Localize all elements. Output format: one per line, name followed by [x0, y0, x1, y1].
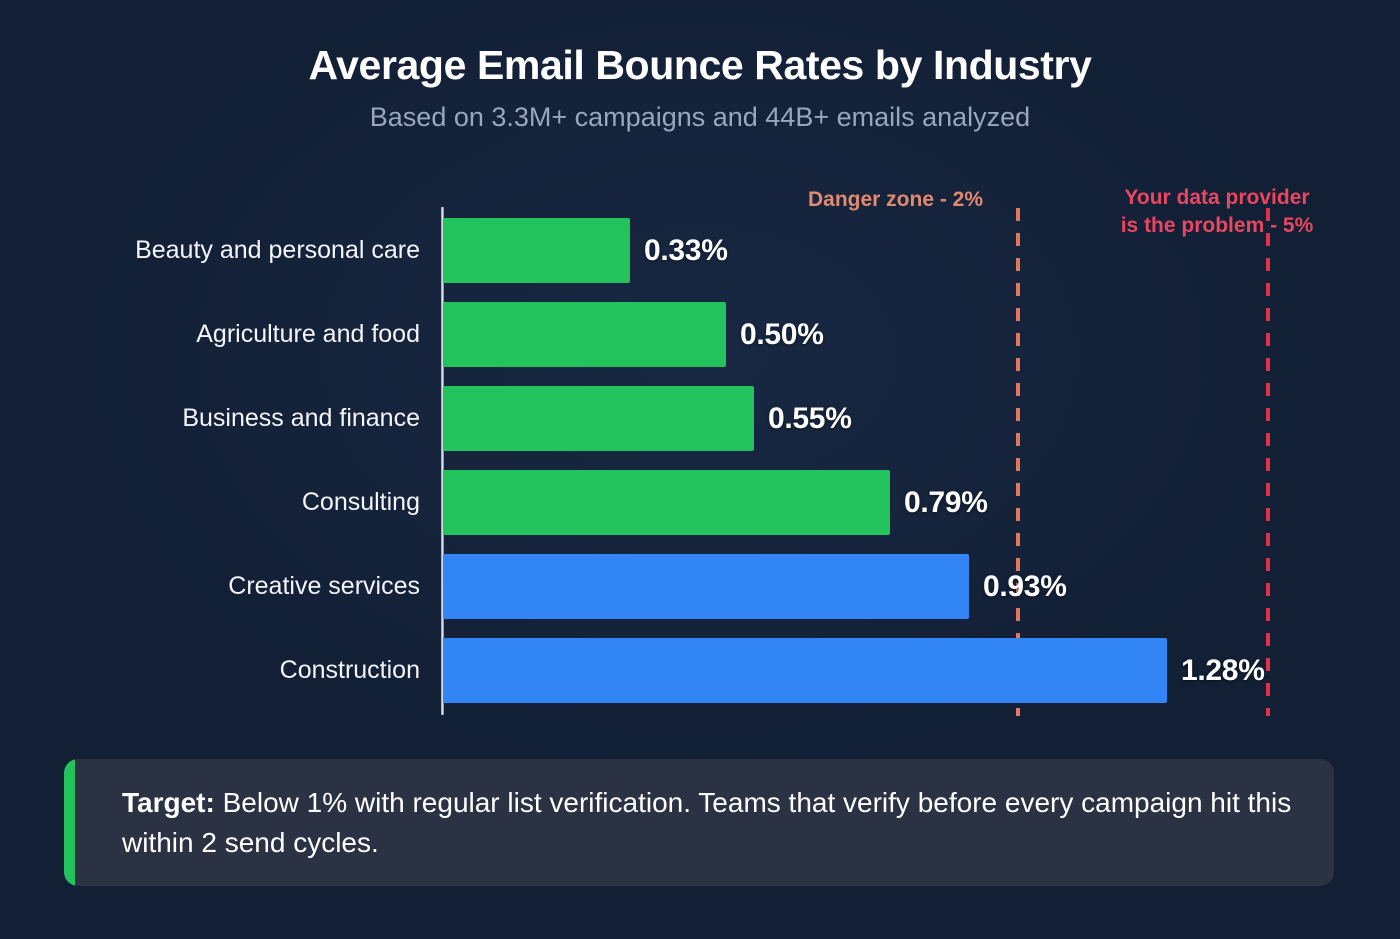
- bar: [443, 554, 969, 619]
- callout-accent-bar: [64, 759, 75, 886]
- bar-row: Business and finance 0.55%: [0, 386, 1400, 451]
- bar-value-label: 0.33%: [644, 234, 728, 267]
- category-label: Creative services: [228, 572, 420, 600]
- y-axis-line: [441, 207, 444, 715]
- threshold-line-danger-zone: [1016, 208, 1020, 716]
- bar-value-label: 0.93%: [983, 570, 1067, 603]
- target-callout: Target: Below 1% with regular list verif…: [64, 759, 1334, 886]
- category-label-wrap: Creative services: [10, 554, 420, 619]
- threshold-line-critical: [1266, 208, 1270, 716]
- bar-value-label: 1.28%: [1181, 654, 1265, 687]
- bar: [443, 470, 890, 535]
- bar: [443, 302, 726, 367]
- category-label-wrap: Construction: [10, 638, 420, 703]
- category-label-wrap: Business and finance: [10, 386, 420, 451]
- category-label: Construction: [279, 656, 420, 684]
- chart-header: Average Email Bounce Rates by Industry B…: [0, 42, 1400, 133]
- category-label: Agriculture and food: [196, 320, 420, 348]
- bar: [443, 218, 630, 283]
- bar-value-label: 0.79%: [904, 486, 988, 519]
- bar: [443, 638, 1167, 703]
- threshold-label-danger-zone: Danger zone - 2%: [808, 188, 984, 211]
- chart-subtitle: Based on 3.3M+ campaigns and 44B+ emails…: [369, 102, 1031, 133]
- bar-row: Beauty and personal care 0.33%: [0, 218, 1400, 283]
- threshold-label-critical: Your data provider is the problem - 5%: [1120, 186, 1314, 237]
- category-label: Consulting: [301, 488, 420, 516]
- bar-row: Agriculture and food 0.50%: [0, 302, 1400, 367]
- category-label: Business and finance: [182, 404, 420, 432]
- category-label: Beauty and personal care: [135, 236, 420, 264]
- bar-value-label: 0.55%: [768, 402, 852, 435]
- bar-row: Consulting 0.79%: [0, 470, 1400, 535]
- bar-value-label: 0.50%: [740, 318, 824, 351]
- page-title: Average Email Bounce Rates by Industry: [308, 42, 1092, 88]
- category-label-wrap: Beauty and personal care: [10, 218, 420, 283]
- bar-row: Creative services 0.93%: [0, 554, 1400, 619]
- category-label-wrap: Consulting: [10, 470, 420, 535]
- callout-text: Target: Below 1% with regular list verif…: [122, 783, 1302, 863]
- callout-lead: Target:: [122, 787, 215, 818]
- callout-body: Below 1% with regular list verification.…: [122, 787, 1292, 858]
- bar-row: Construction 1.28%: [0, 638, 1400, 703]
- category-label-wrap: Agriculture and food: [10, 302, 420, 367]
- bar: [443, 386, 754, 451]
